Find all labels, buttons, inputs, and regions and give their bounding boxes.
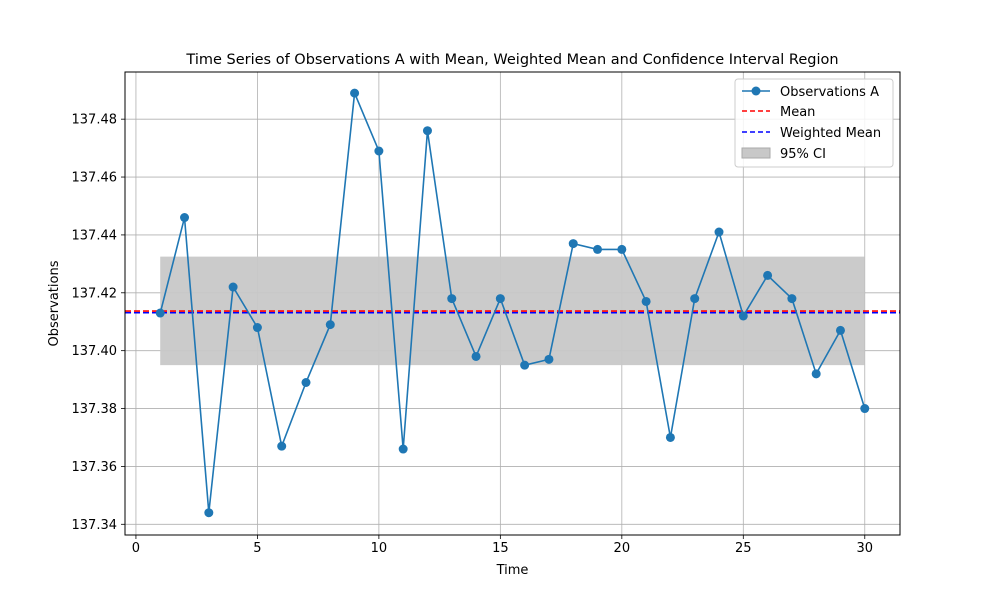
data-point xyxy=(422,126,432,136)
data-point xyxy=(641,296,651,306)
y-tick-label: 137.34 xyxy=(72,518,118,533)
series-line xyxy=(159,92,866,513)
data-point xyxy=(714,227,724,237)
legend-series-marker xyxy=(751,86,761,96)
x-tick-label: 15 xyxy=(492,541,509,556)
legend-series-label: Observations A xyxy=(780,85,879,100)
legend-ci-swatch xyxy=(741,147,771,159)
y-tick-label: 137.48 xyxy=(72,113,118,128)
data-point xyxy=(277,441,287,451)
chart-title: Time Series of Observations A with Mean,… xyxy=(185,52,838,68)
data-point xyxy=(763,270,773,280)
data-point xyxy=(398,444,408,454)
y-axis-ticks: 137.34 137.36 137.38 137.40 137.42 137.44 137.… xyxy=(72,113,125,533)
data-point xyxy=(690,294,700,304)
y-tick-label: 137.36 xyxy=(72,460,118,475)
data-point xyxy=(811,369,821,379)
data-point xyxy=(228,282,238,292)
mean-lines xyxy=(125,310,900,314)
x-axis-ticks: 0 5 10 15 20 25 30 xyxy=(132,535,873,556)
plot-frame xyxy=(124,71,901,536)
y-tick-label: 137.38 xyxy=(72,402,118,417)
x-tick-label: 0 xyxy=(132,541,140,556)
data-point xyxy=(665,432,675,442)
y-axis-label: Observations xyxy=(47,260,62,346)
data-point xyxy=(617,244,627,254)
y-tick-label: 137.46 xyxy=(72,171,118,186)
legend-ci-label: 95% CI xyxy=(780,147,826,162)
data-point xyxy=(593,244,603,254)
data-point xyxy=(787,294,797,304)
legend-mean-label: Mean xyxy=(780,105,815,120)
data-point xyxy=(738,311,748,321)
legend: Observations A Mean Weighted Mean 95% CI xyxy=(734,78,894,168)
data-point xyxy=(252,323,262,333)
x-tick-label: 25 xyxy=(735,541,752,556)
data-point xyxy=(835,325,845,335)
x-tick-label: 10 xyxy=(371,541,388,556)
data-point xyxy=(374,146,384,156)
x-tick-label: 20 xyxy=(614,541,631,556)
x-tick-label: 30 xyxy=(856,541,873,556)
legend-weighted-mean-label: Weighted Mean xyxy=(780,126,881,141)
y-tick-label: 137.40 xyxy=(72,344,118,359)
data-point xyxy=(520,360,530,370)
data-point xyxy=(301,377,311,387)
data-point xyxy=(180,213,190,223)
data-point xyxy=(350,88,360,98)
data-point xyxy=(325,320,335,330)
data-point xyxy=(544,354,554,364)
legend-box xyxy=(734,78,894,168)
y-tick-label: 137.42 xyxy=(72,286,118,301)
data-point xyxy=(568,239,578,249)
x-tick-label: 5 xyxy=(253,541,261,556)
data-point xyxy=(471,351,481,361)
series-lines xyxy=(155,88,870,518)
data-point xyxy=(155,308,165,318)
data-point xyxy=(860,404,870,414)
data-point xyxy=(204,508,214,518)
data-point xyxy=(447,294,457,304)
data-point xyxy=(495,294,505,304)
x-axis-label: Time xyxy=(496,563,529,578)
y-tick-label: 137.44 xyxy=(72,228,118,243)
